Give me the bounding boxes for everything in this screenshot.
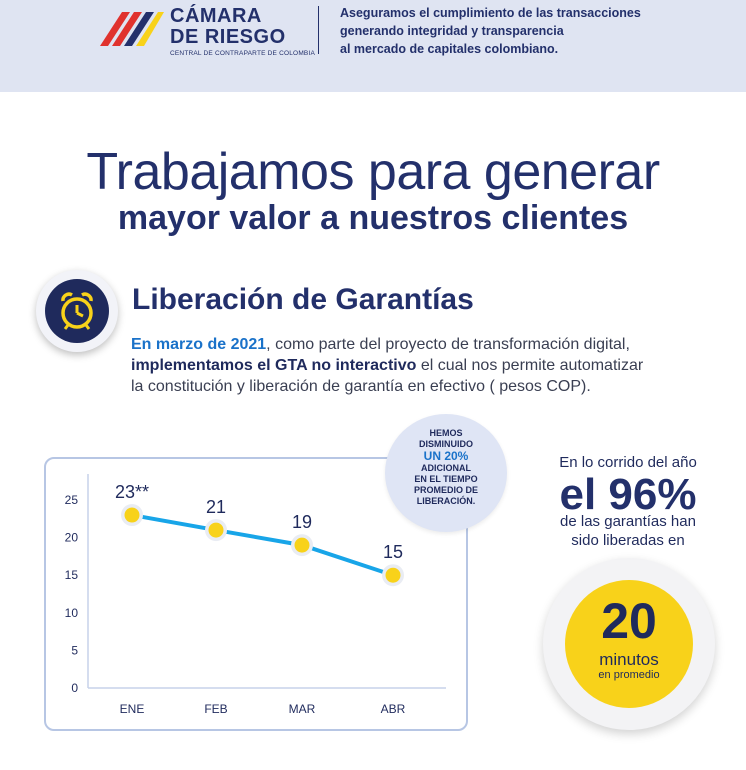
bubble-line1: HEMOS xyxy=(429,428,463,438)
paragraph-date: En marzo de 2021 xyxy=(131,336,267,353)
y-tick-label: 20 xyxy=(65,531,79,545)
stat-post-line1: de las garantías han xyxy=(560,513,696,530)
stat-description: de las garantías han sido liberadas en xyxy=(540,512,716,550)
y-tick-label: 0 xyxy=(71,681,78,695)
x-tick-label: MAR xyxy=(289,702,316,716)
headline-line2: mayor valor a nuestros clientes xyxy=(117,199,629,237)
logo-subtitle: CENTRAL DE CONTRAPARTE DE COLOMBIA xyxy=(170,50,316,57)
y-tick-label: 25 xyxy=(65,493,79,507)
tagline-line2: generando integridad y transparencia xyxy=(340,24,564,38)
logo-line2: DE RIESGO xyxy=(170,26,286,48)
tagline-line3: al mercado de capitales colombiano. xyxy=(340,42,559,56)
minutes-badge-inner: 20 minutos en promedio xyxy=(565,580,693,708)
clock-badge-inner xyxy=(45,279,109,343)
minutes-value: 20 xyxy=(601,593,657,649)
bubble-line2: DISMINUIDO xyxy=(419,439,473,449)
stat-post-line2: sido liberadas en xyxy=(571,532,685,549)
data-point xyxy=(124,507,140,523)
minutes-badge: 20 minutos en promedio xyxy=(543,558,715,730)
data-point xyxy=(385,567,401,583)
clock-badge xyxy=(36,270,118,352)
bubble-line4: ADICIONAL xyxy=(421,463,471,473)
data-point xyxy=(294,537,310,553)
header-divider xyxy=(318,6,319,54)
bubble-line7: LIBERACIÓN. xyxy=(416,496,476,506)
header-banner: CÁMARA DE RIESGO CENTRAL DE CONTRAPARTE … xyxy=(0,0,746,92)
alarm-clock-icon xyxy=(61,292,93,330)
y-tick-label: 5 xyxy=(71,643,78,657)
section-title: Liberación de Garantías xyxy=(132,283,474,316)
x-tick-label: FEB xyxy=(204,702,227,716)
tagline-line1: Aseguramos el cumplimiento de las transa… xyxy=(340,6,641,20)
logo-text: CÁMARA DE RIESGO xyxy=(170,6,286,48)
camara-logo-icon xyxy=(100,12,164,46)
section-paragraph: En marzo de 2021, como parte del proyect… xyxy=(131,334,731,397)
data-label: 15 xyxy=(383,542,403,562)
logo-line1: CÁMARA xyxy=(170,5,262,27)
y-tick-label: 10 xyxy=(65,606,79,620)
x-tick-label: ABR xyxy=(381,702,406,716)
x-tick-label: ENE xyxy=(120,702,145,716)
headline-line1: Trabajamos para generar xyxy=(86,143,660,201)
stat-intro: En lo corrido del año xyxy=(559,454,697,471)
header-tagline: Aseguramos el cumplimiento de las transa… xyxy=(340,4,641,58)
stat-percentage: el 96% xyxy=(559,470,697,519)
bubble-highlight: UN 20% xyxy=(423,449,469,463)
minutes-unit: minutos xyxy=(599,650,659,669)
bubble-line6: PROMEDIO DE xyxy=(413,485,478,495)
data-label: 21 xyxy=(206,497,226,517)
minutes-note: en promedio xyxy=(598,669,660,681)
bubble-line5: EN EL TIEMPO xyxy=(414,474,478,484)
data-label: 19 xyxy=(292,512,312,532)
paragraph-line1-rest: , como parte del proyecto de transformac… xyxy=(266,336,630,353)
data-point xyxy=(208,522,224,538)
line-chart: 0 5 10 15 20 25 ENE FEB MAR ABR 23** 21 19 15 xyxy=(65,474,446,716)
paragraph-line3: la constitución y liberación de garantía… xyxy=(131,378,591,395)
paragraph-line2-rest: el cual nos permite automatizar xyxy=(416,357,644,374)
reduction-bubble: HEMOS DISMINUIDO UN 20% ADICIONAL EN EL … xyxy=(385,414,507,532)
y-tick-label: 15 xyxy=(65,568,79,582)
series-line xyxy=(130,513,395,578)
paragraph-bold: implementamos el GTA no interactivo xyxy=(131,357,417,374)
data-label: 23** xyxy=(115,482,149,502)
